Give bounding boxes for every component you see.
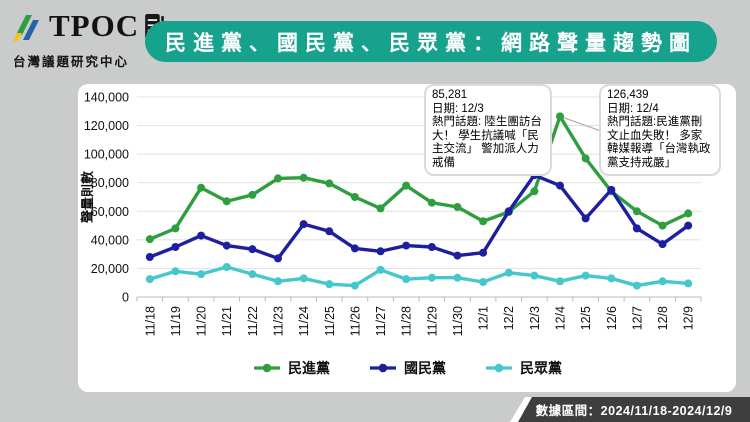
brand-name: TPOC bbox=[49, 8, 140, 43]
svg-text:11/30: 11/30 bbox=[451, 306, 465, 336]
tpoc-logo-mark-icon bbox=[13, 15, 39, 41]
svg-text:11/27: 11/27 bbox=[374, 306, 388, 336]
annotation-card-kmt-peak: 85,281 日期: 12/3 熱門話題: 陸生團訪台大！ 學生抗議喊「民主交流… bbox=[424, 84, 552, 176]
legend-item-dpp: 民進黨 bbox=[252, 358, 330, 378]
svg-text:0: 0 bbox=[122, 291, 129, 305]
annotation-topic: 熱門話題:民進黨刪文止血失敗！ 多家韓媒報導「台灣執政黨支持戒嚴」 bbox=[607, 116, 711, 169]
svg-text:80,000: 80,000 bbox=[91, 176, 129, 190]
svg-text:12/9: 12/9 bbox=[682, 306, 696, 330]
svg-text:11/25: 11/25 bbox=[323, 306, 337, 336]
svg-text:12/3: 12/3 bbox=[528, 306, 542, 330]
svg-text:12/6: 12/6 bbox=[605, 306, 619, 330]
annotation-date: 日期: 12/3 bbox=[432, 102, 484, 115]
chart-title: 民進黨、國民黨、民眾黨：網路聲量趨勢圖 bbox=[165, 31, 697, 55]
svg-text:11/22: 11/22 bbox=[246, 306, 260, 336]
trend-line-chart: 0 20,000 40,000 60,000 80,000 100,000 120,000 1… bbox=[80, 91, 702, 336]
legend-label-tpp: 民眾黨 bbox=[520, 360, 562, 376]
svg-text:11/28: 11/28 bbox=[400, 306, 414, 336]
svg-text:11/26: 11/26 bbox=[348, 306, 362, 336]
brand-subtitle: 台灣議題研究中心 bbox=[13, 55, 130, 69]
annotation-value: 85,281 bbox=[432, 89, 468, 101]
annotation-date: 日期: 12/4 bbox=[607, 102, 659, 115]
svg-text:聲量則數: 聲量則數 bbox=[80, 171, 95, 223]
tpoc-logo: TPOC bbox=[10, 8, 165, 44]
svg-text:12/1: 12/1 bbox=[477, 306, 491, 330]
svg-text:11/20: 11/20 bbox=[195, 306, 209, 336]
annotation-value: 126,439 bbox=[607, 89, 649, 101]
svg-text:12/8: 12/8 bbox=[656, 306, 670, 330]
svg-text:12/7: 12/7 bbox=[630, 306, 644, 330]
svg-text:11/18: 11/18 bbox=[143, 306, 157, 336]
legend-label-kmt: 國民黨 bbox=[404, 360, 446, 376]
svg-text:11/24: 11/24 bbox=[297, 306, 311, 336]
svg-text:60,000: 60,000 bbox=[91, 205, 129, 219]
chart-card: 0 20,000 40,000 60,000 80,000 100,000 120,000 1… bbox=[78, 84, 736, 392]
svg-text:11/19: 11/19 bbox=[169, 306, 183, 336]
svg-text:100,000: 100,000 bbox=[84, 148, 129, 162]
legend-item-kmt: 國民黨 bbox=[368, 358, 446, 378]
legend-swatch-dpp bbox=[254, 363, 280, 373]
svg-text:12/2: 12/2 bbox=[502, 306, 516, 330]
svg-text:20,000: 20,000 bbox=[91, 262, 129, 276]
legend-swatch-kmt bbox=[370, 363, 396, 373]
svg-text:12/5: 12/5 bbox=[579, 306, 593, 330]
chart-title-banner: 民進黨、國民黨、民眾黨：網路聲量趨勢圖 bbox=[145, 21, 717, 62]
data-range-ribbon: 數據區間：2024/11/18-2024/12/9 bbox=[518, 397, 750, 422]
chart-legend: 民進黨 國民黨 民眾黨 bbox=[78, 358, 736, 378]
svg-text:11/23: 11/23 bbox=[272, 306, 286, 336]
svg-text:12/4: 12/4 bbox=[554, 306, 568, 330]
legend-swatch-tpp bbox=[486, 363, 512, 373]
svg-text:120,000: 120,000 bbox=[84, 119, 129, 133]
annotation-card-dpp-peak: 126,439 日期: 12/4 熱門話題:民進黨刪文止血失敗！ 多家韓媒報導「… bbox=[599, 84, 721, 176]
svg-text:140,000: 140,000 bbox=[84, 91, 129, 105]
data-range-label: 數據區間：2024/11/18-2024/12/9 bbox=[535, 404, 733, 418]
svg-text:11/21: 11/21 bbox=[220, 306, 234, 336]
legend-item-tpp: 民眾黨 bbox=[484, 358, 562, 378]
annotation-topic: 熱門話題: 陸生團訪台大！ 學生抗議喊「民主交流」 警加派人力戒備 bbox=[432, 116, 542, 169]
svg-text:11/29: 11/29 bbox=[425, 306, 439, 336]
svg-text:40,000: 40,000 bbox=[91, 233, 129, 247]
legend-label-dpp: 民進黨 bbox=[288, 360, 330, 376]
